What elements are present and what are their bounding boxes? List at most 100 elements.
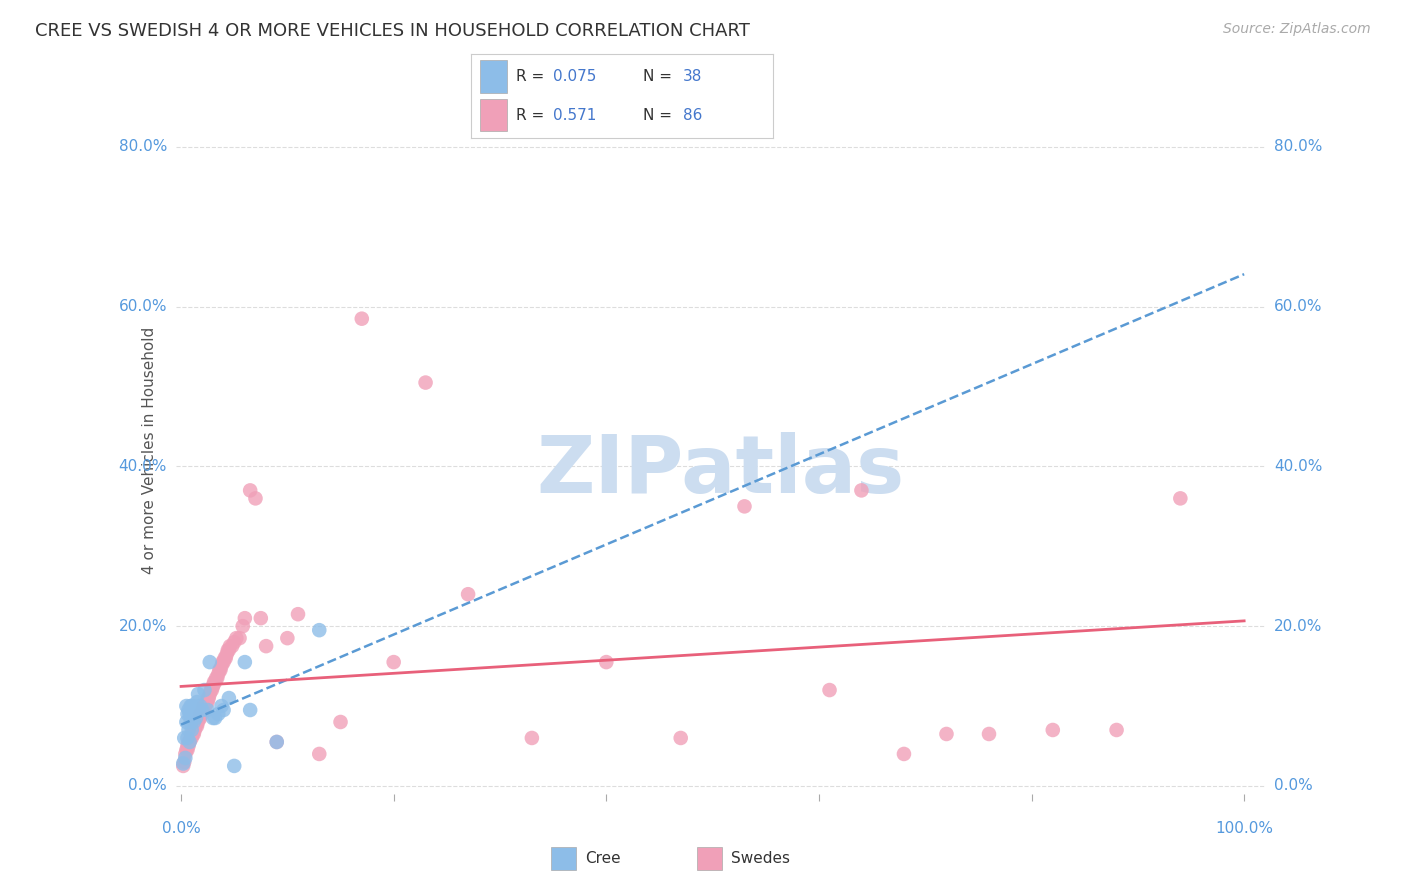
Text: 38: 38 <box>683 69 702 84</box>
Point <box>193 699 215 714</box>
Text: 0.571: 0.571 <box>553 108 596 123</box>
Point <box>224 759 246 773</box>
Point <box>183 723 205 737</box>
Text: 100.0%: 100.0% <box>1215 822 1274 837</box>
Point <box>176 743 198 757</box>
Point <box>221 639 243 653</box>
Point <box>179 735 201 749</box>
Point <box>209 663 232 677</box>
Point <box>201 679 224 693</box>
Text: 80.0%: 80.0% <box>1274 139 1323 154</box>
Point <box>215 651 238 665</box>
Point <box>977 727 1000 741</box>
Point <box>218 643 240 657</box>
Text: CREE VS SWEDISH 4 OR MORE VEHICLES IN HOUSEHOLD CORRELATION CHART: CREE VS SWEDISH 4 OR MORE VEHICLES IN HO… <box>35 22 749 40</box>
Point <box>208 663 231 677</box>
Point <box>194 699 217 714</box>
Point <box>893 747 915 761</box>
Point <box>851 483 873 498</box>
Point <box>734 500 756 514</box>
Point <box>184 719 207 733</box>
Point <box>173 755 195 769</box>
Point <box>183 727 205 741</box>
Point <box>184 719 207 733</box>
Point <box>197 691 219 706</box>
Text: N =: N = <box>644 69 678 84</box>
Point <box>249 611 271 625</box>
Point <box>183 714 205 729</box>
Point <box>193 683 215 698</box>
Point <box>186 719 208 733</box>
Point <box>180 731 202 745</box>
Point <box>205 671 228 685</box>
Text: 40.0%: 40.0% <box>1274 458 1323 474</box>
Point <box>177 723 200 737</box>
Point <box>520 731 543 745</box>
Point <box>176 731 198 745</box>
Point <box>254 639 277 653</box>
Point <box>188 706 211 721</box>
Text: 40.0%: 40.0% <box>118 458 167 474</box>
Point <box>212 703 235 717</box>
Point <box>172 756 194 771</box>
Point <box>232 619 254 633</box>
Point <box>457 587 479 601</box>
FancyBboxPatch shape <box>697 847 721 870</box>
Point <box>184 723 207 737</box>
Point <box>184 703 207 717</box>
Point <box>276 631 298 645</box>
Point <box>207 706 229 721</box>
Point <box>239 483 262 498</box>
Point <box>266 735 288 749</box>
Point <box>184 711 207 725</box>
Point <box>180 699 202 714</box>
Text: Source: ZipAtlas.com: Source: ZipAtlas.com <box>1223 22 1371 37</box>
Point <box>1105 723 1128 737</box>
Point <box>207 667 229 681</box>
Point <box>329 714 352 729</box>
Text: 60.0%: 60.0% <box>118 299 167 314</box>
Point <box>187 714 209 729</box>
Point <box>187 687 209 701</box>
Point <box>188 699 211 714</box>
Text: 0.0%: 0.0% <box>1274 779 1313 793</box>
Point <box>211 659 233 673</box>
Point <box>266 735 288 749</box>
Text: 86: 86 <box>683 108 702 123</box>
Point <box>215 647 238 661</box>
Point <box>180 731 202 745</box>
Text: Cree: Cree <box>585 851 621 865</box>
Point <box>350 311 373 326</box>
Text: 60.0%: 60.0% <box>1274 299 1323 314</box>
Point <box>595 655 617 669</box>
Point <box>212 655 235 669</box>
Point <box>188 711 211 725</box>
Point <box>233 655 256 669</box>
Point <box>191 703 214 717</box>
Point <box>225 631 247 645</box>
Point <box>201 679 224 693</box>
Text: 0.075: 0.075 <box>553 69 596 84</box>
FancyBboxPatch shape <box>479 99 508 131</box>
Point <box>180 723 202 737</box>
Point <box>177 703 200 717</box>
Point <box>181 711 204 725</box>
Point <box>201 711 224 725</box>
Point <box>180 727 202 741</box>
Point <box>186 695 208 709</box>
Point <box>308 747 330 761</box>
Text: R =: R = <box>516 108 550 123</box>
Point <box>181 699 204 714</box>
Point <box>197 703 219 717</box>
Point <box>217 643 239 657</box>
Point <box>176 743 198 757</box>
Point <box>1042 723 1064 737</box>
Point <box>198 655 221 669</box>
Point <box>174 751 197 765</box>
Point <box>204 675 226 690</box>
Point <box>180 699 202 714</box>
Point <box>195 695 218 709</box>
Y-axis label: 4 or more Vehicles in Household: 4 or more Vehicles in Household <box>142 326 157 574</box>
Point <box>177 739 200 753</box>
Point <box>818 683 841 698</box>
